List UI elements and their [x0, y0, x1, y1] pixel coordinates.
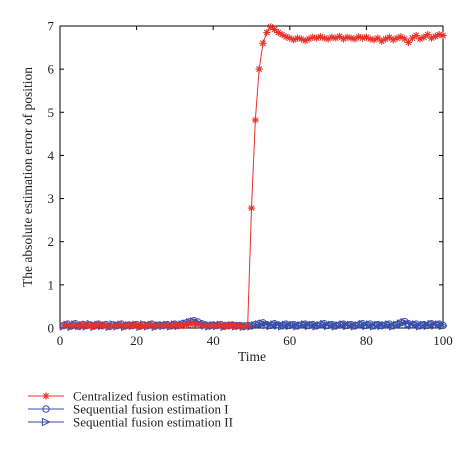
legend-marker-0	[42, 392, 50, 400]
series-0-point-53	[263, 28, 271, 37]
legend-item-0: Centralized fusion estimation	[28, 389, 227, 404]
series-0-point-98	[435, 31, 443, 39]
series-0-point-52	[259, 39, 267, 47]
series-0-point-55	[270, 25, 279, 34]
series-0-point-72	[335, 32, 344, 40]
series-0-point-24	[152, 322, 160, 330]
series-0-point-54	[267, 23, 275, 31]
legend: Centralized fusion estimationSequential …	[28, 389, 233, 430]
axis-ticks: 0 20 40 60 80 100 0 1 2 3 4 5 6 7	[48, 19, 453, 349]
series-0-point-31	[178, 321, 187, 330]
series-0-point-13	[110, 321, 118, 330]
legend-marker-2	[41, 417, 51, 427]
x-tick-label-4: 80	[360, 333, 373, 348]
legend-marker-1	[42, 405, 50, 413]
y-axis-label: The absolute estimation error of positio…	[20, 67, 35, 287]
series-0-point-38	[205, 322, 213, 330]
x-tick-label-5: 100	[433, 333, 453, 348]
series-0-point-91	[408, 34, 416, 42]
series-0-point-49	[247, 204, 256, 212]
x-tick-label-0: 0	[57, 333, 64, 348]
series-0-point-94	[420, 33, 428, 41]
x-tick-label-3: 60	[283, 333, 296, 348]
series-0-point-4	[75, 323, 83, 331]
legend-label-0: Centralized fusion estimation	[73, 389, 227, 404]
y-tick-label-5: 5	[48, 105, 55, 120]
series-0-point-41	[217, 321, 225, 329]
legend-item-1: Sequential fusion estimation I	[28, 402, 229, 417]
series-0-point-48	[244, 322, 252, 330]
y-tick-label-6: 6	[48, 62, 55, 77]
series-0-point-3	[71, 321, 79, 329]
series-marks	[59, 23, 448, 332]
y-tick-label-2: 2	[48, 234, 55, 249]
series-0	[60, 23, 447, 331]
legend-item-2: Sequential fusion estimation II	[28, 415, 233, 430]
series-0-point-51	[255, 65, 263, 73]
legend-label-1: Sequential fusion estimation I	[73, 402, 229, 417]
legend-label-2: Sequential fusion estimation II	[73, 415, 233, 430]
series-0-line	[63, 26, 444, 328]
x-tick-label-1: 20	[130, 333, 143, 348]
plot-frame	[59, 25, 444, 329]
series-2-point-99	[438, 321, 448, 331]
x-tick-label-2: 40	[207, 333, 220, 348]
series-0-point-82	[374, 34, 382, 42]
y-tick-label-0: 0	[48, 321, 55, 336]
x-axis-label: Time	[238, 349, 266, 364]
y-tick-label-1: 1	[48, 277, 55, 292]
y-tick-label-7: 7	[48, 19, 55, 34]
series-0-point-50	[251, 116, 259, 124]
y-tick-label-3: 3	[48, 191, 55, 206]
series-0-point-85	[385, 33, 393, 41]
y-tick-label-4: 4	[48, 148, 55, 163]
series-0-point-99	[439, 31, 447, 40]
